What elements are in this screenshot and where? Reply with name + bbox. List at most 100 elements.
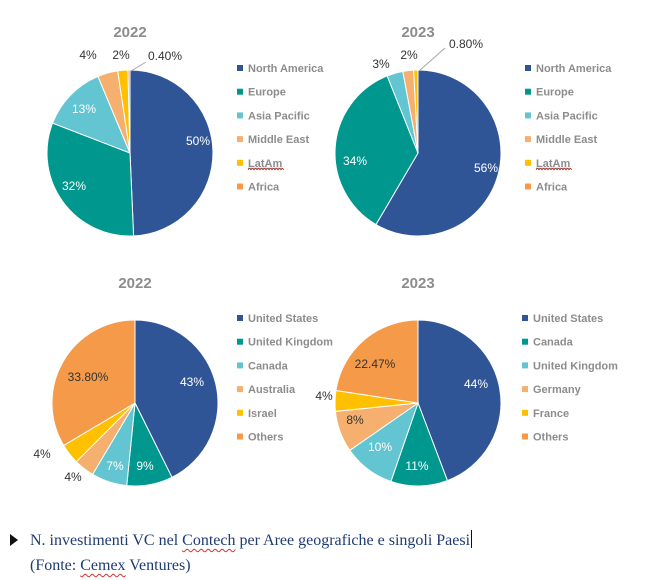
caption-source-close: Ventures) [125, 557, 191, 574]
legend-label: LatAm [248, 158, 282, 170]
legend-swatch [525, 65, 531, 71]
legend-swatch [522, 433, 528, 440]
legend-entry: United Kingdom [522, 360, 618, 372]
data-label: 8% [346, 413, 364, 427]
legend-label: Africa [248, 182, 280, 194]
pie-slice-europe [46, 122, 135, 237]
data-label: 2% [112, 48, 130, 62]
legend-entry: United States [237, 313, 318, 325]
pie-slice-latam [413, 69, 419, 154]
legend-label: Europe [248, 87, 286, 99]
legend-label: Africa [536, 182, 568, 194]
pie-slice-africa [127, 69, 131, 154]
chart-title: 2022 [118, 275, 151, 292]
legend-entry: Africa [237, 182, 280, 194]
legend-label: Australia [248, 384, 296, 396]
legend-entry: France [522, 408, 569, 420]
legend-entry: North America [237, 63, 324, 75]
legend-entry: Africa [525, 182, 568, 194]
data-label: 10% [368, 440, 392, 454]
legend-label: North America [536, 63, 612, 75]
charts-area: 2022 50% 32% 13% 4% 2% 0.40% North America Europ… [33, 24, 618, 487]
legend-entry: LatAm [237, 158, 285, 171]
data-label: 33.80% [68, 370, 109, 384]
data-label: 7% [106, 459, 124, 473]
legend-swatch [522, 362, 528, 369]
caption-line-2: (Fonte: Cemex Ventures) [10, 553, 630, 578]
data-label: 4% [33, 447, 51, 461]
pie-slice-asia-pacific [51, 75, 131, 154]
legend-entry: Canada [522, 337, 574, 349]
legend-entry: Australia [237, 384, 296, 396]
chart-title: 2023 [401, 275, 434, 292]
legend-swatch [525, 112, 531, 119]
legend-label: United States [248, 313, 318, 325]
legend-label: Canada [533, 337, 574, 349]
legend-swatch [237, 112, 243, 119]
data-label: 13% [72, 102, 96, 116]
legend-swatch [237, 183, 243, 190]
data-label: 4% [64, 470, 82, 484]
bullet-arrow-icon [10, 534, 18, 546]
legend-label: Asia Pacific [248, 110, 310, 122]
legend-label: Asia Pacific [536, 110, 598, 122]
data-label: 9% [136, 459, 154, 473]
figure-caption: N. investimenti VC nel Contech per Aree … [10, 528, 630, 578]
leader-line [130, 61, 147, 72]
pie-chart-3: 2022 43% 9% 7% 4% 4% 33.80% United States United… [33, 275, 333, 487]
legend-entry: Middle East [237, 134, 309, 146]
data-label: 2% [400, 48, 418, 62]
legend-entry: United States [522, 313, 603, 325]
legend-swatch [237, 159, 243, 166]
legend-swatch [237, 386, 243, 393]
legend-swatch [522, 386, 528, 393]
data-label: 4% [315, 389, 333, 403]
legend-label: Israel [248, 408, 277, 420]
caption-text-contech: Contech [182, 532, 236, 549]
legend-entry: United Kingdom [237, 337, 333, 349]
pie-chart-4: 2023 44% 11% 10% 8% 4% 22.47% United States Cana… [315, 275, 618, 487]
caption-text-suffix: per Aree geografiche e singoli Paesi [235, 532, 471, 549]
legend-entry: Others [522, 432, 568, 444]
data-label: 11% [405, 459, 428, 473]
data-label: 0.80% [449, 37, 483, 51]
data-label: 22.47% [355, 357, 396, 371]
pie-slice-others [335, 319, 419, 404]
legend-label: Middle East [536, 134, 597, 146]
pie-slice-north-america [375, 69, 502, 237]
legend-label: LatAm [536, 158, 570, 170]
legend-entry: North America [525, 63, 612, 75]
legend-entry: Others [237, 432, 283, 444]
legend-entry: Europe [525, 87, 574, 99]
legend-swatch [237, 88, 243, 95]
legend-swatch [237, 65, 243, 71]
caption-source-cemex: Cemex [80, 557, 126, 574]
caption-line-1: N. investimenti VC nel Contech per Aree … [10, 528, 630, 553]
text-cursor [471, 530, 473, 548]
legend-swatch [522, 338, 528, 345]
data-label: 34% [343, 154, 367, 168]
pie-slice-north-america [129, 69, 214, 237]
legend-swatch [522, 409, 528, 416]
legend-entry: Canada [237, 360, 289, 372]
pie-chart-2: 2023 56% 34% 3% 2% 0.80% North America Europe As… [334, 24, 612, 237]
legend-swatch [525, 88, 531, 95]
legend-label: United Kingdom [533, 360, 618, 372]
legend-entry: Israel [237, 408, 277, 420]
data-label: 50% [186, 134, 210, 148]
caption-text-prefix: N. investimenti VC nel [30, 532, 183, 549]
data-label: 0.40% [148, 49, 182, 63]
legend-swatch [237, 315, 243, 321]
pie-slice-others [51, 319, 136, 447]
legend-entry: Asia Pacific [237, 110, 310, 122]
data-label: 4% [79, 48, 97, 62]
data-label: 44% [464, 377, 488, 391]
chart-title: 2022 [113, 24, 146, 41]
legend-label: Others [533, 432, 568, 444]
caption-source-open: (Fonte: [30, 557, 81, 574]
legend-label: Europe [536, 87, 574, 99]
data-label: 32% [62, 179, 86, 193]
legend-swatch [237, 136, 243, 143]
legend-swatch [237, 433, 243, 440]
chart-title: 2023 [401, 24, 434, 41]
